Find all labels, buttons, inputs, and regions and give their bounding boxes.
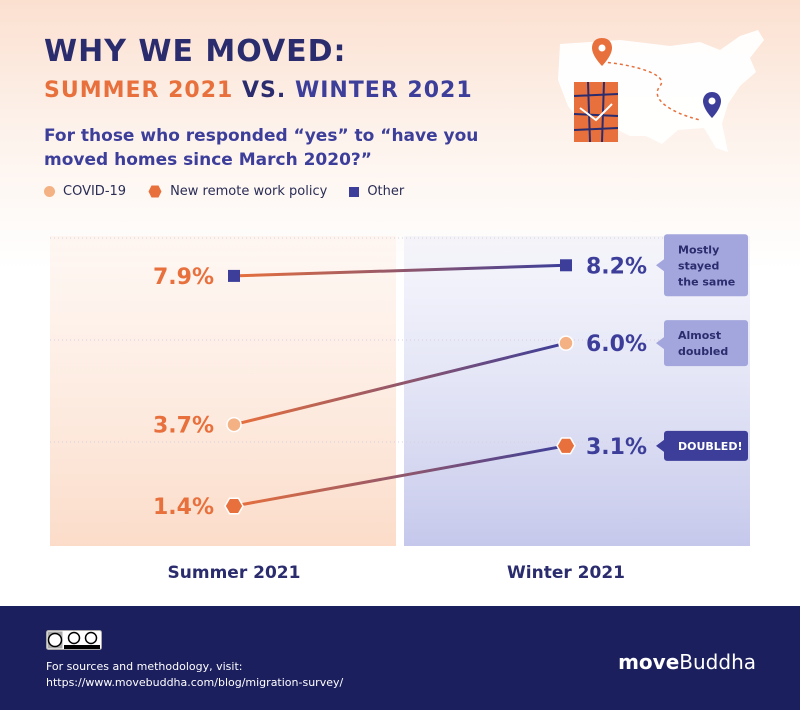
location-pin-icon [592,38,612,66]
data-point-circle [226,416,242,433]
data-point-hexagon [556,437,576,455]
data-point-circle [558,335,574,351]
legend-item-other: Other [349,184,404,199]
brand-logo: moveBuddha [618,650,756,674]
subtitle-summer: SUMMER 2021 [44,78,234,103]
value-label: 8.2% [586,254,647,279]
callout-box: Mostly stayed the same [656,234,748,297]
folded-map-icon [574,82,618,142]
callout-text: stayed [678,259,719,272]
callout-text: Mostly [678,243,719,256]
chart-legend: COVID-19 New remote work policy Other [44,184,426,199]
value-labels: 7.9% 8.2% 3.7% 6.0% 1.4% 3.1% [153,254,647,520]
callout-box: Almost doubled [656,320,748,367]
callouts: Mostly stayed the same Almost doubled DOUBLED… [656,234,748,461]
callout-text: doubled [678,345,728,358]
legend-item-remote: New remote work policy [148,184,327,199]
summer-panel [50,236,396,546]
callout-box: DOUBLED! [656,430,748,461]
series-lines [233,263,567,508]
value-label: 7.9% [153,265,214,290]
footer: For sources and methodology, visit: http… [0,606,800,710]
grid-lines [50,237,750,443]
subtitle-vs: VS. [242,78,287,103]
x-tick-label: Summer 2021 [168,563,301,583]
callout-text: Almost [678,329,721,342]
page-title: WHY WE MOVED: [44,34,347,69]
cc-by-sa-icon[interactable] [46,630,102,650]
legend-label-remote: New remote work policy [170,184,328,199]
legend-label-covid: COVID-19 [63,184,127,199]
page-subtitle: SUMMER 2021 VS. WINTER 2021 [44,78,473,103]
series-markers [224,259,576,515]
value-label: 3.1% [586,435,647,460]
series-line [233,444,567,508]
square-marker-icon [349,186,360,197]
x-tick-label: Winter 2021 [507,563,625,583]
survey-question: For those who responded “yes” to “have y… [44,126,479,170]
data-point-hexagon [224,497,244,515]
x-axis: Summer 2021 Winter 2021 [168,563,625,583]
callout-text: DOUBLED! [678,440,742,453]
value-label: 6.0% [586,332,647,357]
sources-text: For sources and methodology, visit: [46,660,243,673]
subtitle-winter: WINTER 2021 [294,78,473,103]
brand-bold: move [618,650,680,674]
line-chart: 7.9% 8.2% 3.7% 6.0% 1.4% 3.1% Mostly stayed the… [50,234,750,583]
us-map-icon [558,30,764,152]
hexagon-marker-icon [148,185,162,198]
callout-text: the same [678,275,735,288]
brand-regular: Buddha [679,650,756,674]
legend-label-other: Other [367,184,405,199]
data-point-square [560,259,572,272]
value-label: 3.7% [153,414,214,439]
sources-link[interactable]: https://www.movebuddha.com/blog/migratio… [46,676,344,689]
series-line [233,341,567,427]
location-pin-icon [703,92,721,118]
data-point-square [228,269,240,282]
circle-marker-icon [44,186,55,197]
legend-item-covid: COVID-19 [44,184,126,199]
series-line [233,263,567,278]
value-label: 1.4% [153,495,214,520]
